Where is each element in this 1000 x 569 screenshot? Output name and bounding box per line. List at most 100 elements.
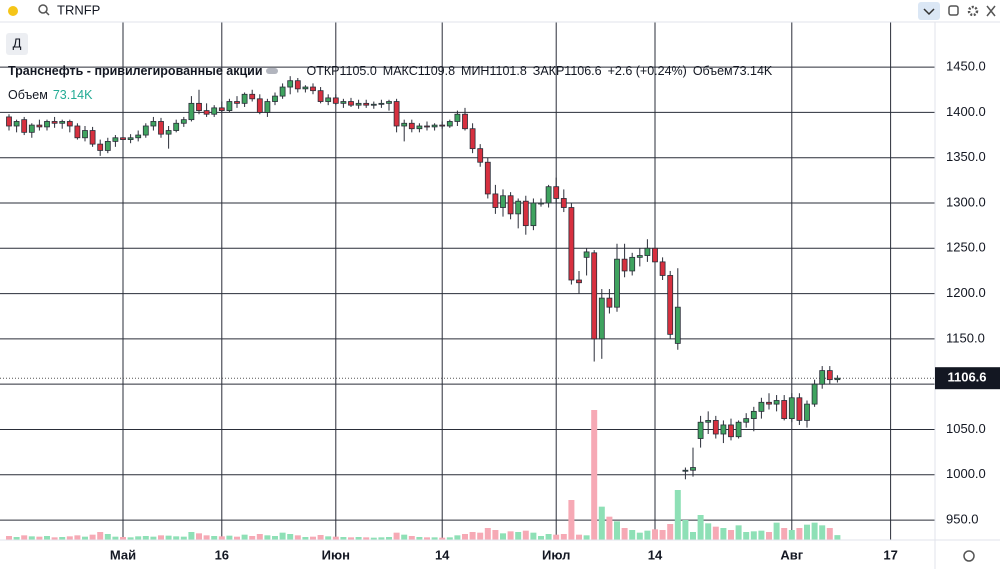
volume-bar: [477, 532, 484, 540]
candle-body: [256, 98, 263, 113]
candle-body: [112, 137, 119, 142]
close-button[interactable]: [986, 5, 996, 17]
legend-title: Транснефть - привилегированные акции: [8, 64, 263, 78]
volume-bar: [363, 537, 370, 540]
volume-bar: [158, 535, 164, 540]
volume-bar: [378, 537, 385, 540]
candle-body: [302, 86, 309, 90]
volume-bar: [720, 528, 727, 540]
axis-settings[interactable]: [963, 550, 975, 562]
volume-bar: [735, 525, 742, 540]
candle-body: [218, 107, 225, 111]
candle-body: [378, 102, 385, 105]
volume-bar: [104, 534, 111, 540]
volume-bar: [766, 532, 772, 540]
volume-bar: [59, 537, 66, 540]
candle-body: [264, 101, 271, 113]
volume-bar: [507, 531, 514, 540]
candle-body: [439, 124, 446, 127]
candle-body: [446, 121, 453, 127]
candle-body: [241, 93, 248, 104]
volume-bar: [218, 536, 225, 540]
candle-body: [667, 275, 674, 335]
search-icon[interactable]: [38, 4, 48, 14]
toolbar: [0, 0, 1000, 22]
volume-bar: [667, 524, 674, 540]
candle-body: [781, 400, 788, 420]
y-tick-label: 1350.0: [946, 149, 986, 164]
candle-body: [249, 93, 256, 100]
settings-button[interactable]: [967, 5, 979, 17]
volume-label: Объем: [8, 88, 48, 102]
candle-body: [59, 121, 66, 124]
x-tick-label: Июн: [322, 547, 350, 562]
y-tick-label: 1200.0: [946, 285, 986, 300]
volume-bar: [6, 536, 12, 540]
volume-bar: [51, 537, 58, 540]
volume-bar: [97, 532, 104, 540]
y-tick-label: 1300.0: [946, 194, 986, 209]
candle-body: [553, 186, 560, 199]
candle-body: [150, 121, 157, 127]
volume-bar: [188, 532, 195, 540]
volume-bar: [728, 530, 734, 540]
candle-body: [165, 130, 172, 135]
volume-bar: [781, 528, 788, 540]
volume-bar: [591, 410, 598, 540]
candle-body: [735, 421, 742, 438]
y-tick-label: 1000.0: [946, 466, 986, 481]
status-dot: [8, 6, 18, 16]
dropdown-button[interactable]: [918, 2, 940, 20]
last-price-tag: [935, 367, 1000, 390]
candle-body: [348, 101, 354, 106]
visibility-toggle[interactable]: [266, 68, 278, 74]
candle-body: [416, 125, 423, 130]
candle-body: [568, 207, 575, 281]
volume-bar: [621, 528, 628, 540]
volume-bar: [500, 533, 506, 540]
candle-body: [120, 137, 126, 140]
candle-body: [629, 256, 636, 272]
candle-body: [51, 121, 58, 124]
candle-body: [158, 121, 164, 135]
candle-body: [44, 121, 50, 128]
volume-bar: [697, 515, 704, 540]
candle-body: [82, 130, 88, 139]
candle-body: [188, 102, 195, 121]
symbol-input[interactable]: TRNFP: [57, 2, 100, 17]
window-button[interactable]: [948, 5, 959, 16]
candle-body: [386, 101, 392, 104]
candle-body: [728, 424, 734, 438]
volume-bar: [165, 535, 172, 540]
interval-button[interactable]: [6, 33, 28, 55]
volume-bar: [386, 537, 392, 540]
volume-bar: [340, 537, 347, 540]
volume-bar: [28, 536, 35, 540]
x-tick-label: Май: [110, 547, 136, 562]
volume-bar: [583, 535, 590, 540]
volume-bar: [469, 532, 476, 540]
candle-body: [652, 247, 658, 263]
candle-body: [834, 377, 841, 381]
open-value: 1105.0: [339, 64, 376, 78]
candle-body: [340, 101, 347, 104]
volume-bar: [819, 525, 826, 540]
volume-bar: [644, 530, 651, 540]
volume-bar: [256, 534, 263, 540]
volume-bar: [614, 521, 620, 540]
volume-bar: [127, 537, 134, 540]
candle-body: [234, 101, 240, 104]
volume-bar: [712, 526, 719, 540]
volume-bar: [401, 534, 408, 540]
volume-bar: [317, 535, 324, 540]
x-tick-label: 17: [883, 547, 897, 562]
candle-body: [203, 110, 210, 115]
legend-line: Транснефть - привилегированные акции ОТКР…: [8, 64, 773, 78]
volume-bar: [636, 532, 643, 540]
axes: 950.01000.01050.01100.01150.01200.01250.…: [110, 59, 1000, 562]
candle-body: [621, 258, 628, 272]
volume-bar: [606, 516, 613, 540]
dropdown-icon: [923, 8, 935, 16]
volume-bar: [560, 534, 567, 540]
volume-pane: [6, 410, 841, 540]
